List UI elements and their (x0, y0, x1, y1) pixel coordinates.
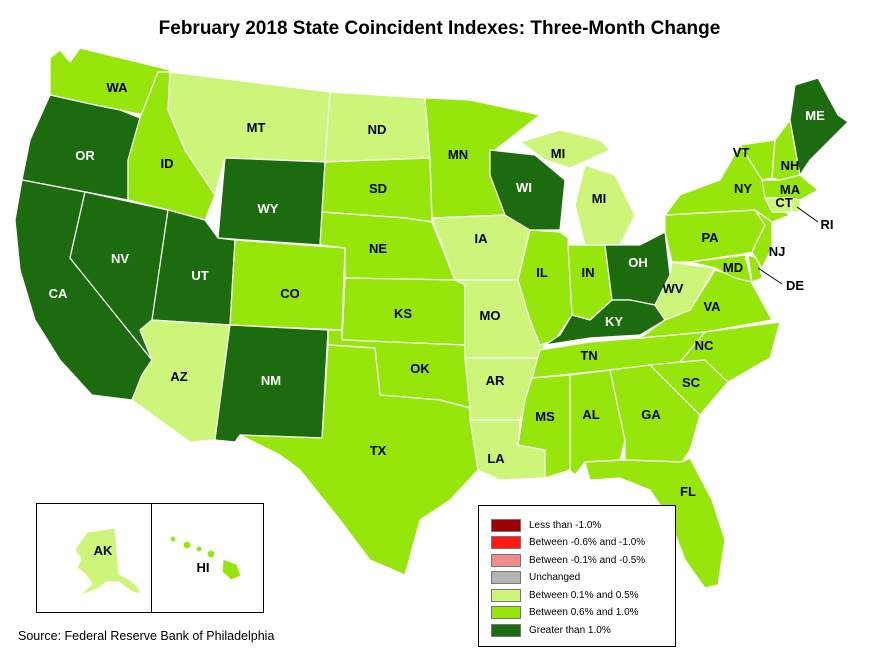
label-wi: WI (516, 180, 532, 195)
label-hi: HI (197, 560, 210, 575)
label-az: AZ (170, 369, 187, 384)
state-co[interactable] (229, 239, 346, 331)
label-nj: NJ (769, 244, 786, 259)
label-nm: NM (261, 373, 281, 388)
state-hi[interactable] (169, 535, 242, 581)
state-me[interactable] (789, 77, 849, 176)
legend-swatch (491, 606, 521, 619)
label-me: ME (805, 108, 825, 123)
label-wa: WA (107, 80, 129, 95)
legend-label: Between -0.1% and -0.5% (529, 554, 646, 566)
label-de: DE (786, 278, 804, 293)
legend-swatch (491, 623, 521, 637)
label-md: MD (723, 260, 743, 275)
label-ks: KS (394, 306, 412, 321)
label-ne: NE (369, 241, 387, 256)
label-ca: CA (49, 286, 68, 301)
state-tx[interactable] (239, 344, 479, 576)
source-note: Source: Federal Reserve Bank of Philadel… (18, 629, 275, 643)
label-sc: SC (682, 375, 701, 390)
legend-label: Between 0.6% and 1.0% (529, 607, 639, 618)
label-sd: SD (369, 181, 387, 196)
label-or: OR (75, 148, 95, 163)
label-mn: MN (448, 147, 468, 162)
label-mi-upper: MI (551, 146, 565, 161)
label-nc: NC (695, 338, 714, 353)
state-ak[interactable] (74, 527, 143, 597)
label-ms: MS (535, 409, 555, 424)
label-id: ID (161, 156, 174, 171)
legend-swatch (491, 588, 521, 602)
legend-swatch (491, 536, 521, 549)
state-md[interactable] (689, 254, 753, 283)
label-ga: GA (641, 407, 661, 422)
legend-label: Unchanged (529, 572, 581, 583)
legend-swatch (491, 518, 521, 532)
legend-label: Between -0.6% and -1.0% (529, 537, 646, 548)
state-ky[interactable] (544, 299, 666, 346)
legend-label: Less than -1.0% (529, 519, 602, 531)
legend-swatch (491, 553, 521, 567)
label-ia: IA (475, 231, 489, 246)
label-ak: AK (94, 543, 113, 558)
label-ar: AR (486, 373, 505, 388)
state-ri[interactable] (789, 197, 801, 213)
label-tx: TX (370, 443, 387, 458)
legend-item: Unchanged (491, 571, 580, 585)
label-pa: PA (701, 230, 719, 245)
legend-swatch (491, 571, 521, 584)
label-mo: MO (480, 308, 501, 323)
legend-item: Less than -1.0% (491, 518, 601, 532)
inset-frame: AK HI (36, 503, 264, 613)
label-fl: FL (680, 484, 696, 499)
label-ky: KY (605, 314, 623, 329)
legend-label: Between 0.1% and 0.5% (529, 589, 639, 601)
label-nh: NH (781, 158, 800, 173)
inset-map: AK HI (74, 527, 242, 597)
state-wi[interactable] (489, 149, 566, 231)
legend-label: Greater than 1.0% (529, 624, 611, 636)
label-co: CO (280, 286, 300, 301)
label-wv: WV (663, 281, 684, 296)
label-nd: ND (368, 122, 387, 137)
label-nv: NV (111, 251, 129, 266)
leader-ri (796, 206, 819, 223)
label-al: AL (582, 407, 599, 422)
label-va: VA (703, 299, 721, 314)
label-ct: CT (775, 195, 792, 210)
map-title: February 2018 State Coincident Indexes: … (158, 18, 721, 39)
label-wy: WY (258, 201, 279, 216)
label-mi: MI (592, 191, 606, 206)
label-ut: UT (191, 268, 208, 283)
legend-item: Between -0.1% and -0.5% (491, 553, 645, 567)
state-mi-upper[interactable] (519, 129, 611, 169)
label-tn: TN (580, 348, 597, 363)
label-ny: NY (734, 181, 752, 196)
inset-divider (151, 504, 152, 612)
leader-de (757, 267, 783, 285)
label-in: IN (582, 265, 595, 280)
legend: Less than -1.0% Between -0.6% and -1.0% Be… (478, 505, 676, 647)
label-ok: OK (410, 361, 430, 376)
label-vt: VT (733, 145, 750, 160)
label-oh: OH (628, 255, 648, 270)
label-la: LA (487, 451, 505, 466)
state-wv[interactable] (654, 261, 716, 321)
legend-item: Greater than 1.0% (491, 623, 611, 637)
legend-item: Between 0.1% and 0.5% (491, 588, 639, 602)
label-mt: MT (247, 120, 266, 135)
label-ri: RI (821, 217, 834, 232)
state-fl[interactable] (584, 457, 726, 589)
label-ma: MA (780, 182, 801, 197)
legend-item: Between 0.6% and 1.0% (491, 606, 639, 620)
label-il: IL (536, 265, 548, 280)
legend-item: Between -0.6% and -1.0% (491, 536, 645, 550)
